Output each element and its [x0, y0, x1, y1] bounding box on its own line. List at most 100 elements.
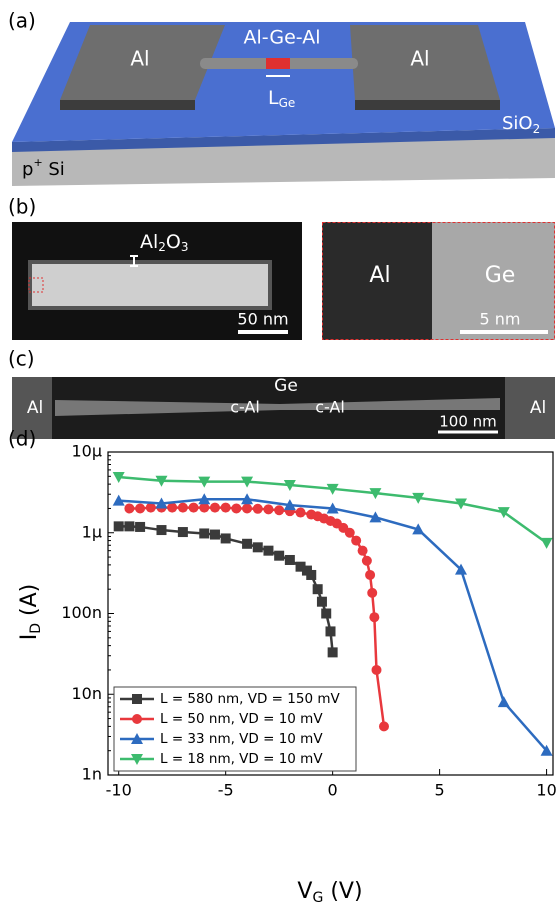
marker	[198, 476, 211, 488]
y-tick-label: 10µ	[71, 442, 102, 461]
x-tick-label: -5	[218, 781, 234, 800]
marker	[167, 502, 178, 513]
shell-b: O	[166, 231, 181, 253]
marker	[295, 561, 306, 572]
marker	[177, 527, 188, 538]
shell-s2: 3	[181, 240, 189, 254]
x-label-unit: (V)	[323, 879, 362, 904]
marker	[497, 696, 510, 708]
marker	[209, 502, 220, 513]
x-tick-label: 10	[536, 781, 556, 800]
marker	[199, 502, 210, 513]
marker	[188, 502, 199, 513]
marker	[412, 492, 425, 504]
panel-b: (b) Al2O3 50 nm Al Ge 5 nm	[8, 195, 555, 340]
pad	[60, 25, 225, 100]
contact-label: Al	[530, 398, 546, 418]
y-label-main: I	[17, 634, 42, 641]
marker	[242, 538, 253, 549]
marker	[131, 754, 143, 765]
zoom-label: Al	[369, 263, 390, 288]
marker	[241, 476, 254, 488]
zoom-frame	[322, 222, 555, 340]
marker	[155, 475, 168, 487]
marker	[325, 626, 336, 637]
y-tick-label: 100n	[61, 603, 102, 622]
ge-segment	[266, 58, 290, 69]
panel-c: (c) Al Ge c-Al c-Al 100 nm Al	[8, 347, 555, 439]
marker	[263, 504, 274, 515]
shell-a: Al	[140, 231, 158, 253]
marker	[312, 584, 323, 595]
nanowire	[28, 260, 272, 310]
marker	[369, 488, 382, 500]
pad-label: Al	[130, 47, 149, 71]
marker	[198, 493, 211, 505]
oxide-sub: 2	[533, 122, 541, 136]
marker	[284, 554, 295, 565]
length-label: LGe	[268, 87, 295, 110]
marker	[327, 647, 338, 658]
x-tick-label: -10	[106, 781, 132, 800]
marker	[540, 744, 553, 756]
length-main: L	[268, 87, 279, 109]
zoom-box	[28, 277, 44, 293]
panel-label: (c)	[8, 347, 35, 371]
marker	[274, 550, 285, 561]
marker	[326, 483, 339, 495]
marker	[135, 521, 146, 532]
marker	[112, 494, 125, 506]
marker	[306, 569, 317, 580]
marker	[112, 472, 125, 484]
x-tick-label: 0	[328, 781, 338, 800]
marker	[365, 569, 376, 580]
marker	[209, 529, 220, 540]
marker	[124, 503, 135, 514]
marker	[177, 502, 188, 513]
y-axis-label: ID (A)	[17, 584, 44, 641]
y-tick-label: 10n	[72, 684, 103, 703]
series-line	[118, 525, 334, 653]
marker	[199, 528, 210, 539]
substrate-rest: Si	[43, 159, 65, 180]
marker	[326, 502, 339, 514]
marker	[283, 499, 296, 511]
marker	[344, 527, 355, 538]
marker	[263, 545, 274, 556]
marker	[220, 502, 231, 513]
shell-label: Al2O3	[140, 231, 189, 254]
panel-d: (d) ID (A) VG (V) -10 -5 0 5 10 1n 10n 100n 1µ 10…	[8, 427, 557, 907]
marker	[131, 733, 143, 744]
segment-label: c-Al	[230, 398, 260, 417]
marker	[351, 535, 362, 546]
wire-label: Al-Ge-Al	[244, 27, 321, 49]
length-sub: Ge	[279, 96, 296, 110]
marker	[155, 497, 168, 509]
x-label-main: V	[297, 879, 312, 904]
marker	[497, 507, 510, 519]
marker	[252, 542, 263, 553]
marker	[231, 503, 242, 514]
marker	[361, 555, 372, 566]
marker	[274, 505, 285, 516]
pad-label: Al	[410, 47, 429, 71]
marker	[241, 493, 254, 505]
marker	[132, 694, 142, 704]
panel-a: (a) Al Al Al-Ge-Al LGe SiO2 p+ Si	[8, 9, 555, 186]
scale-label: 100 nm	[439, 413, 497, 431]
pad	[350, 25, 500, 100]
oxide-edge	[12, 128, 555, 152]
marker	[412, 523, 425, 535]
oxide-label: SiO2	[502, 113, 540, 136]
marker	[135, 503, 146, 514]
panel-label: (d)	[8, 427, 36, 451]
y-label-unit: (A)	[17, 584, 42, 623]
marker	[156, 525, 167, 536]
legend-box	[113, 686, 357, 772]
x-label-sub: G	[312, 890, 323, 906]
nanowire	[55, 398, 500, 416]
pad-side	[355, 100, 500, 110]
contact	[12, 377, 52, 439]
marker	[113, 521, 124, 532]
substrate-label: p+ Si	[22, 156, 65, 180]
